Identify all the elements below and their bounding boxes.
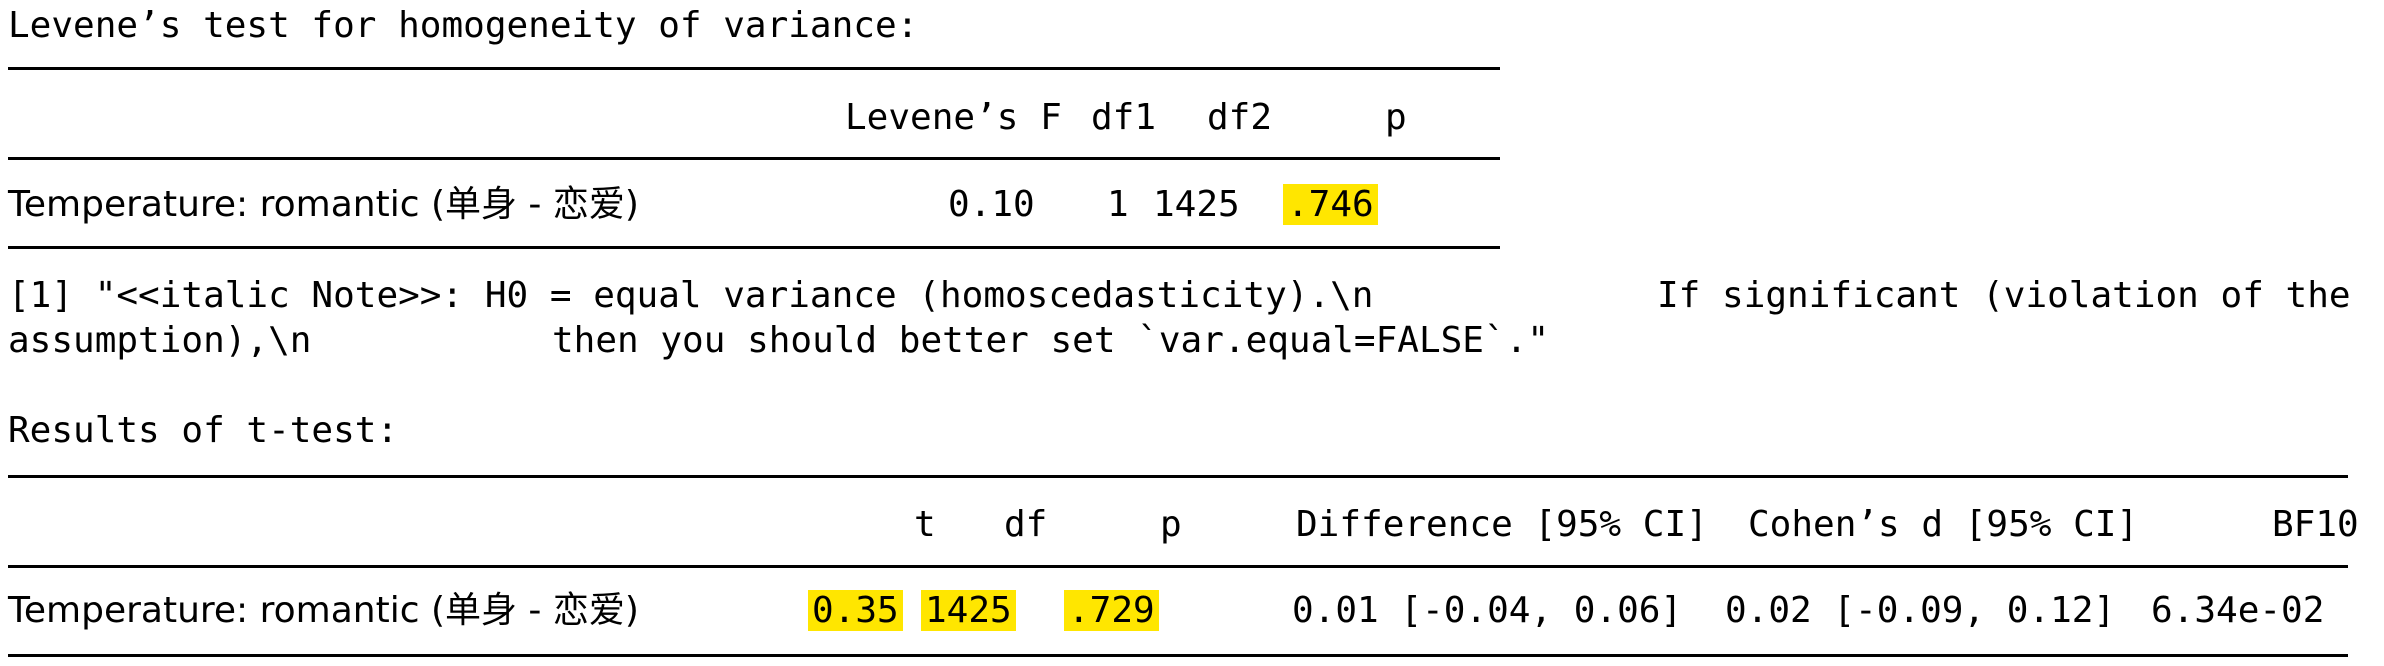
ttest-header-p: p (1160, 504, 1182, 545)
ttest-row-cohen: 0.02 [-0.09, 0.12] (1725, 590, 2116, 631)
levene-row-label: Temperature: romantic (单身 - 恋爱) (8, 184, 639, 225)
levene-header-df2: df2 (1207, 97, 1273, 138)
ttest-header-bf10: BF10 (2272, 504, 2359, 545)
levene-row-p: .746 (1283, 183, 1378, 227)
ttest-mid-rule (8, 565, 2348, 568)
note-line1-left: [1] "<<italic Note>>: H0 = equal varianc… (8, 275, 1374, 316)
ttest-row-t: 0.35 (808, 589, 903, 633)
ttest-p-highlight: .729 (1064, 590, 1159, 631)
ttest-t-highlight: 0.35 (808, 590, 903, 631)
levene-p-highlight: .746 (1283, 184, 1378, 225)
ttest-header-difference: Difference [95% CI] (1296, 504, 1708, 545)
ttest-df-highlight: 1425 (921, 590, 1016, 631)
levene-header-f: Levene’s F (845, 97, 1062, 138)
note-line1-right: If significant (violation of the (1657, 275, 2351, 316)
ttest-header-cohen: Cohen’s d [95% CI] (1748, 504, 2139, 545)
note-line2-left: assumption),\n (8, 320, 312, 361)
levene-mid-rule (8, 157, 1500, 160)
ttest-bottom-rule (8, 654, 2348, 657)
ttest-top-rule (8, 475, 2348, 478)
levene-row-df2: 1425 (1153, 184, 1240, 225)
ttest-row-difference: 0.01 [-0.04, 0.06] (1292, 590, 1683, 631)
ttest-header-t: t (914, 504, 936, 545)
ttest-row-label: Temperature: romantic (单身 - 恋爱) (8, 590, 639, 631)
levene-header-df1: df1 (1091, 97, 1157, 138)
levene-heading: Levene’s test for homogeneity of varianc… (8, 5, 919, 46)
ttest-header-df: df (1004, 504, 1048, 545)
ttest-row-bf10: 6.34e-02 (2151, 590, 2325, 631)
levene-bottom-rule (8, 246, 1500, 249)
note-line2-right: then you should better set `var.equal=FA… (552, 320, 1549, 361)
ttest-heading: Results of t-test: (8, 410, 399, 451)
levene-row-f: 0.10 (948, 184, 1035, 225)
levene-top-rule (8, 67, 1500, 70)
levene-row-df1: 1 (1107, 184, 1129, 225)
levene-header-p: p (1385, 97, 1407, 138)
ttest-row-p: .729 (1064, 589, 1159, 633)
ttest-row-df: 1425 (921, 589, 1016, 633)
